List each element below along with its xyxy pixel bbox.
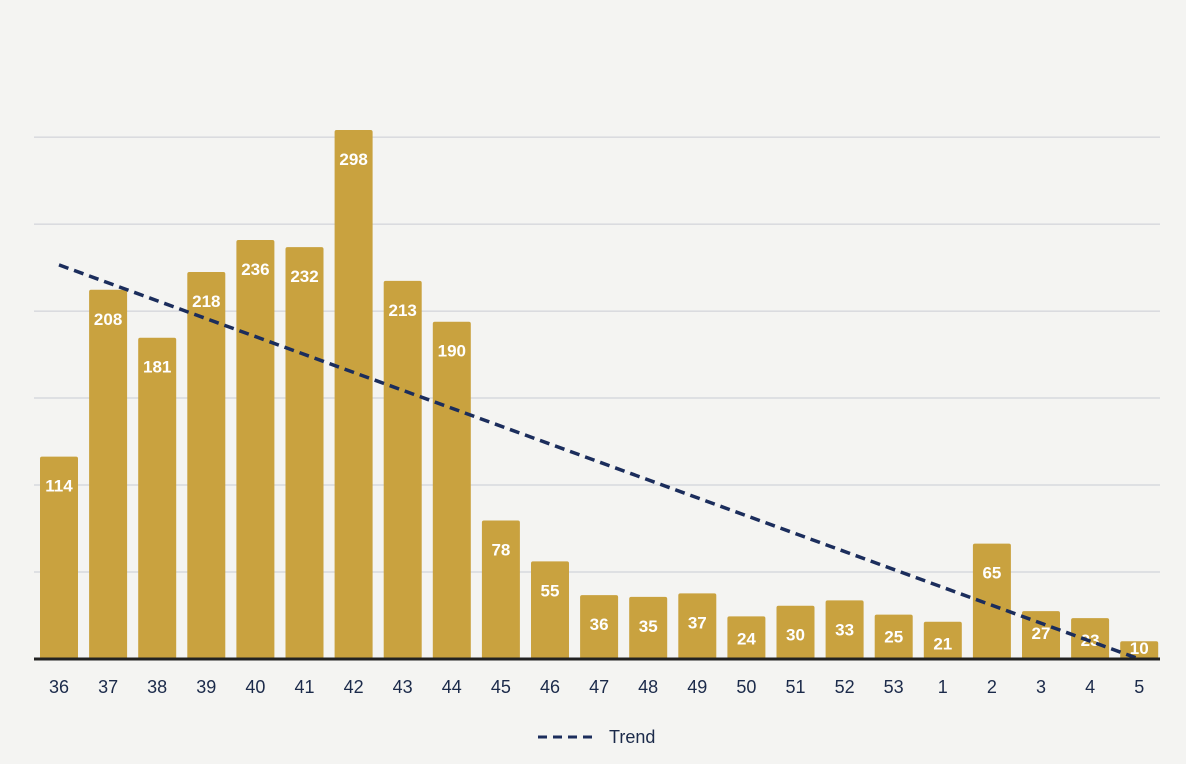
x-tick-label: 1 — [938, 677, 948, 697]
x-tick-label: 52 — [835, 677, 855, 697]
bar — [481, 520, 520, 659]
bar — [531, 561, 569, 659]
bar-value-label: 55 — [541, 581, 560, 600]
bar-value-label: 36 — [590, 615, 609, 634]
x-tick-label: 5 — [1134, 677, 1144, 697]
bar-value-label: 236 — [241, 260, 269, 279]
x-tick-label: 39 — [196, 677, 216, 697]
x-tick-label: 38 — [147, 677, 167, 697]
bar — [580, 595, 619, 659]
x-tick-label: 47 — [589, 677, 609, 697]
x-tick-label: 46 — [540, 677, 560, 697]
bar — [1022, 611, 1060, 659]
bar-value-label: 218 — [192, 292, 220, 311]
bar — [776, 605, 815, 659]
bar — [825, 600, 864, 659]
x-tick-label: 44 — [442, 677, 462, 697]
bar — [432, 321, 471, 659]
bar-value-label: 181 — [143, 358, 171, 377]
bar — [285, 247, 324, 659]
bar — [1071, 618, 1110, 659]
bar-value-label: 33 — [835, 620, 854, 639]
bar-value-label: 114 — [45, 477, 73, 496]
bar-value-label: 35 — [639, 617, 658, 636]
x-axis: 36 37 38 39 40 41 42 43 44 45 46 47 48 49 50 51 52 53 1 2 3 4… — [34, 657, 1160, 697]
bar — [972, 543, 1011, 659]
bar — [138, 337, 177, 659]
x-tick-label: 4 — [1085, 677, 1095, 697]
bars — [40, 130, 1159, 659]
bar — [923, 621, 962, 659]
x-tick-label: 51 — [785, 677, 805, 697]
bar-value-label: 65 — [982, 564, 1001, 583]
bar — [629, 596, 668, 659]
bar-value-label: 37 — [688, 613, 707, 632]
x-tick-label: 37 — [98, 677, 118, 697]
x-tick-label: 43 — [393, 677, 413, 697]
x-tick-label: 50 — [736, 677, 756, 697]
bar — [727, 616, 766, 659]
bar-value-label: 232 — [290, 267, 318, 286]
bar-value-label: 30 — [786, 626, 805, 645]
bar — [874, 614, 913, 659]
bar-value-labels: 114 208 181 218 236 232 298 213 190 78 55 36 35 37 24 3… — [45, 150, 1148, 658]
bar — [678, 593, 717, 659]
bar-value-label: 25 — [884, 628, 903, 647]
bar-value-label: 24 — [737, 629, 756, 648]
x-tick-label: 36 — [49, 677, 69, 697]
bar — [40, 456, 78, 659]
bar — [236, 240, 275, 659]
bar-value-label: 208 — [94, 310, 122, 329]
bar — [187, 272, 226, 659]
legend: Trend — [538, 727, 655, 747]
x-tick-label: 45 — [491, 677, 511, 697]
bar-value-label: 213 — [389, 301, 417, 320]
x-tick-label: 3 — [1036, 677, 1046, 697]
bar — [383, 280, 422, 659]
x-tick-label: 42 — [344, 677, 364, 697]
x-tick-label: 49 — [687, 677, 707, 697]
x-tick-label: 40 — [245, 677, 265, 697]
x-tick-label: 41 — [294, 677, 314, 697]
x-tick-label: 48 — [638, 677, 658, 697]
bar — [89, 289, 128, 659]
x-tick-label: 53 — [884, 677, 904, 697]
bar — [334, 130, 373, 659]
bar-value-label: 21 — [933, 635, 952, 654]
bar-value-label: 78 — [491, 541, 510, 560]
bar-value-label: 27 — [1032, 624, 1051, 643]
bar-value-label: 298 — [339, 150, 367, 169]
bar-value-label: 190 — [438, 342, 466, 361]
x-tick-label: 2 — [987, 677, 997, 697]
bar-value-label: 10 — [1130, 639, 1149, 658]
legend-trend-label: Trend — [609, 727, 655, 747]
